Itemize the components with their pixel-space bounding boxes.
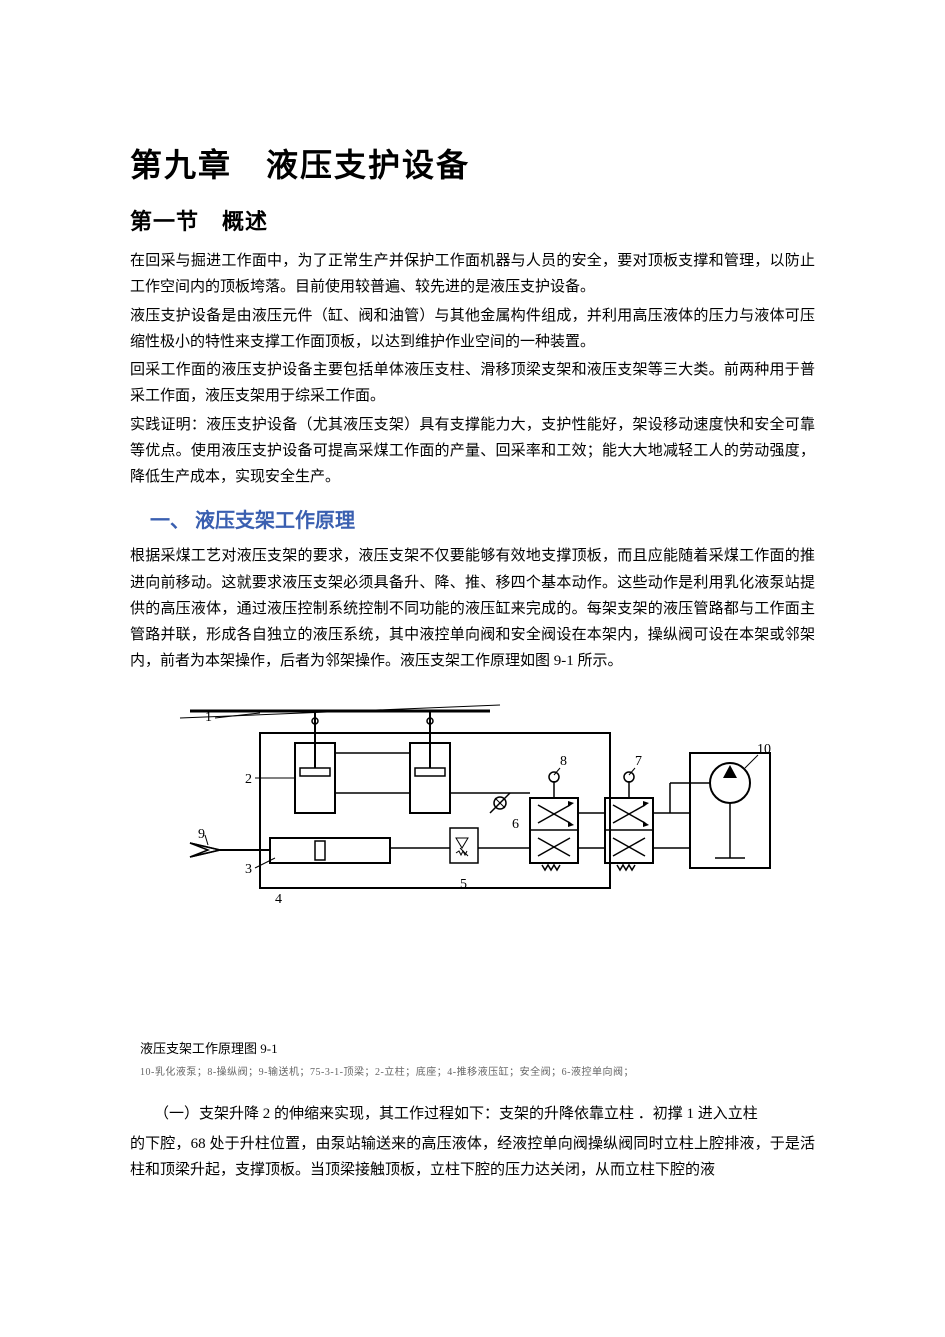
subsection-title: 一、 液压支架工作原理 <box>130 504 815 533</box>
section-title: 第一节 概述 <box>130 204 815 236</box>
paragraph-3: 回采工作面的液压支护设备主要包括单体液压支柱、滑移顶梁支架和液压支架等三大类。前… <box>130 357 815 410</box>
diagram-label-10: 10 <box>757 742 771 757</box>
diagram-label-6: 6 <box>512 817 519 832</box>
subsection-1-1-para2: 的下腔，68 处于升柱位置，由泵站输送来的高压液体，经液控单向阀操纵阀同时立柱上… <box>130 1131 815 1184</box>
diagram-label-9: 9 <box>198 827 205 842</box>
hydraulic-schematic-svg: 1 2 3 4 5 6 7 8 9 10 <box>160 693 780 933</box>
diagram-label-5: 5 <box>460 877 467 892</box>
diagram-label-4: 4 <box>275 892 282 907</box>
paragraph-4: 实践证明：液压支护设备（尤其液压支架）具有支撑能力大，支护性能好，架设移动速度快… <box>130 412 815 491</box>
diagram-label-3: 3 <box>245 862 252 877</box>
chapter-title: 第九章 液压支护设备 <box>130 140 815 186</box>
diagram-legend: 10-乳化液泵；8-操纵阀；9-输送机；75-3-1-顶梁；2-立柱；底座；4-… <box>130 1063 815 1078</box>
subsection-paragraph-1: 根据采煤工艺对液压支架的要求，液压支架不仅要能够有效地支撑顶板，而且应能随着采煤… <box>130 543 815 674</box>
diagram-label-7: 7 <box>635 754 642 769</box>
paragraph-1: 在回采与掘进工作面中，为了正常生产并保护工作面机器与人员的安全，要对顶板支撑和管… <box>130 248 815 301</box>
diagram-label-8: 8 <box>560 754 567 769</box>
paragraph-2: 液压支护设备是由液压元件（缸、阀和油管）与其他金属构件组成，并利用高压液体的压力… <box>130 303 815 356</box>
diagram-caption: 液压支架工作原理图 9-1 <box>130 1038 815 1057</box>
subsection-1-1-para1: （一）支架升降 2 的伸缩来实现，其工作过程如下：支架的升降依靠立柱 ．初撑 1… <box>130 1098 815 1131</box>
hydraulic-diagram: 1 2 3 4 5 6 7 8 9 10 <box>130 693 815 938</box>
diagram-label-1: 1 <box>205 710 212 725</box>
diagram-label-2: 2 <box>245 772 252 787</box>
